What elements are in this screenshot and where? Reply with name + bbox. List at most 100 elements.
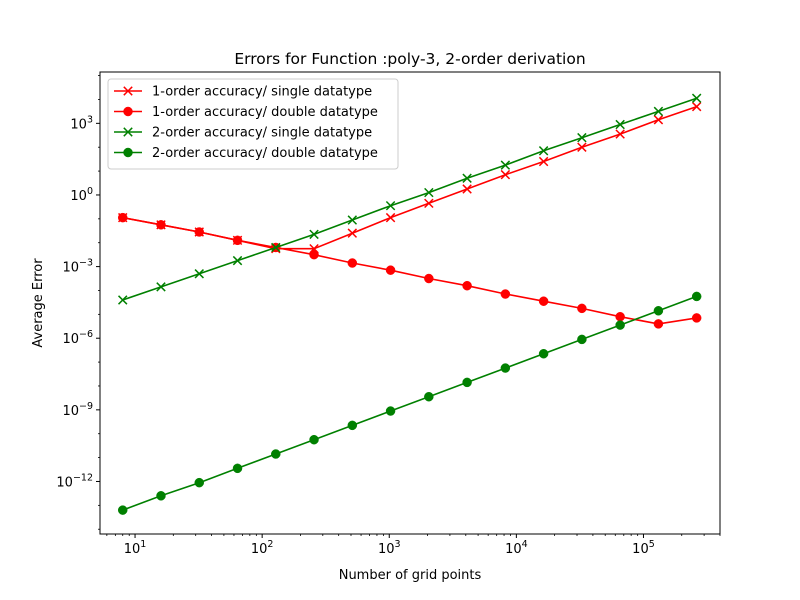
data-point [309, 434, 319, 445]
data-point [691, 313, 702, 323]
x-axis: 101 102 103 104 105 [106, 534, 721, 557]
data-point [577, 142, 587, 152]
series-line [122, 295, 697, 511]
data-point [117, 295, 128, 305]
data-point [309, 229, 319, 240]
series-layer [117, 93, 702, 515]
legend-label: 1-order accuracy/ single datatype [152, 85, 372, 100]
data-point [538, 156, 549, 167]
legend-swatch-marker [123, 127, 133, 137]
x-axis-label: Number of grid points [339, 568, 482, 583]
legend-item: 1-order accuracy/ single datatype [114, 85, 372, 100]
legend-box [107, 78, 399, 170]
x-marker-stroke [347, 228, 358, 238]
x-marker-stroke [653, 106, 664, 117]
x-marker-stroke [424, 198, 434, 209]
x-marker-stroke [385, 212, 396, 223]
data-point [271, 449, 281, 459]
x-marker-stroke [653, 115, 664, 125]
chart-title: Errors for Function :poly-3, 2-order der… [234, 50, 585, 68]
data-point [232, 463, 243, 474]
data-point [462, 377, 472, 388]
legend-label: 2-order accuracy/ double datatype [152, 146, 378, 161]
data-point [232, 235, 243, 246]
data-point [615, 129, 625, 139]
data-point [385, 200, 396, 211]
data-point [424, 273, 434, 284]
x-marker-stroke [123, 86, 133, 96]
data-point [194, 227, 205, 237]
x-marker-stroke [309, 229, 319, 240]
x-marker-stroke [538, 156, 549, 167]
data-point [117, 505, 128, 515]
y-axis: 10−12 10−9 10−6 10−3 100 103 [56, 75, 100, 530]
data-point [271, 242, 281, 253]
x-marker-stroke [117, 295, 128, 305]
x-marker-stroke [538, 146, 549, 156]
data-point [577, 303, 587, 314]
x-marker-stroke [424, 187, 434, 198]
data-point [156, 220, 166, 230]
data-point [194, 477, 205, 488]
y-tick-label: 100 [70, 186, 93, 204]
data-point [309, 249, 319, 260]
data-point [615, 311, 625, 322]
data-point [615, 320, 625, 330]
x-tick-label: 101 [124, 539, 147, 557]
x-marker-stroke [577, 132, 587, 143]
legend-item: 2-order accuracy/ single datatype [114, 126, 372, 141]
data-point [500, 160, 511, 170]
data-point [500, 289, 511, 299]
data-point [385, 212, 396, 223]
data-point [385, 265, 396, 275]
x-marker-stroke [615, 119, 625, 130]
x-marker-stroke [500, 160, 511, 170]
y-axis-label: Average Error [31, 258, 46, 348]
series-line [122, 97, 697, 301]
data-point [117, 212, 128, 223]
series-line [122, 216, 697, 325]
x-tick-label: 103 [378, 539, 401, 557]
x-tick-label: 105 [632, 539, 655, 557]
x-marker-stroke [347, 215, 358, 225]
series-4 [117, 291, 702, 515]
data-point [577, 132, 587, 143]
x-marker-stroke [462, 173, 472, 183]
x-marker-stroke [615, 129, 625, 139]
x-marker-stroke [691, 101, 702, 112]
legend-label: 1-order accuracy/ double datatype [152, 105, 378, 120]
data-point [653, 319, 664, 329]
x-marker-stroke [194, 269, 204, 279]
data-point [232, 255, 243, 266]
legend-swatch-marker [123, 86, 133, 96]
legend-swatch-marker [123, 147, 133, 158]
x-marker-stroke [271, 242, 281, 253]
data-point [653, 306, 664, 316]
x-tick-label: 104 [505, 539, 528, 557]
data-point [538, 146, 549, 156]
y-tick-label: 10−3 [62, 258, 93, 276]
x-marker-stroke [500, 169, 511, 180]
data-point [347, 420, 358, 431]
x-marker-stroke [123, 127, 133, 137]
x-marker-stroke [156, 282, 166, 292]
data-point [653, 106, 664, 117]
data-point [424, 391, 434, 402]
y-tick-label: 103 [70, 114, 93, 132]
x-marker-stroke [385, 200, 396, 211]
data-point [424, 198, 434, 209]
data-point [156, 491, 166, 501]
data-point [691, 291, 702, 302]
x-marker-stroke [232, 255, 243, 266]
legend-swatch-marker [123, 106, 133, 117]
x-marker-stroke [462, 184, 472, 194]
data-point [653, 115, 664, 125]
data-point [462, 173, 472, 183]
data-point [691, 93, 702, 103]
data-point [347, 228, 358, 238]
legend-label: 2-order accuracy/ single datatype [152, 126, 372, 141]
data-point [347, 258, 358, 268]
data-point [691, 101, 702, 112]
y-tick-label: 10−6 [62, 329, 93, 347]
